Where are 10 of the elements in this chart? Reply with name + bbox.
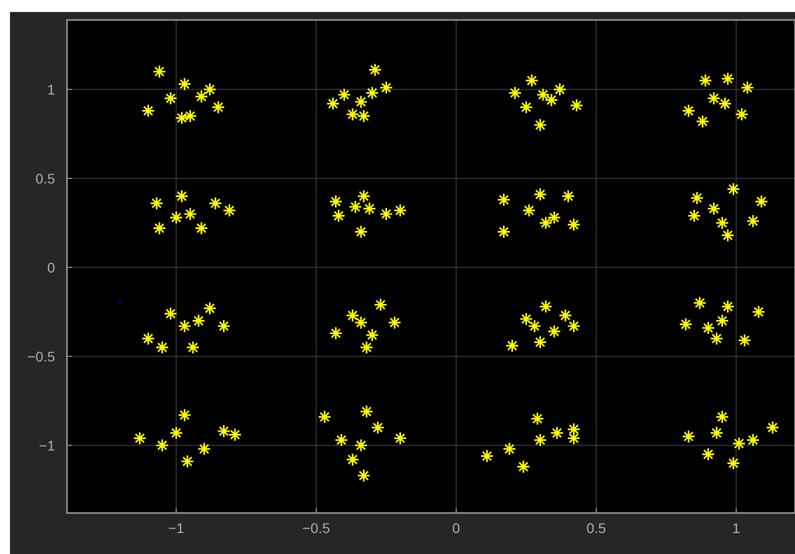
y-tick-label: 0 <box>47 259 56 276</box>
x-tick-label: 0.5 <box>586 520 606 536</box>
y-tick-label: −0.5 <box>27 348 56 364</box>
x-tick-label: 1 <box>732 520 740 536</box>
y-tick-label: −1 <box>39 437 56 454</box>
y-tick-label: 1 <box>47 81 56 98</box>
y-tick-label: 0.5 <box>36 170 56 186</box>
x-tick-label: 0 <box>452 520 460 536</box>
x-tick-label: −0.5 <box>302 520 330 536</box>
x-tick-label: −1 <box>168 520 184 536</box>
